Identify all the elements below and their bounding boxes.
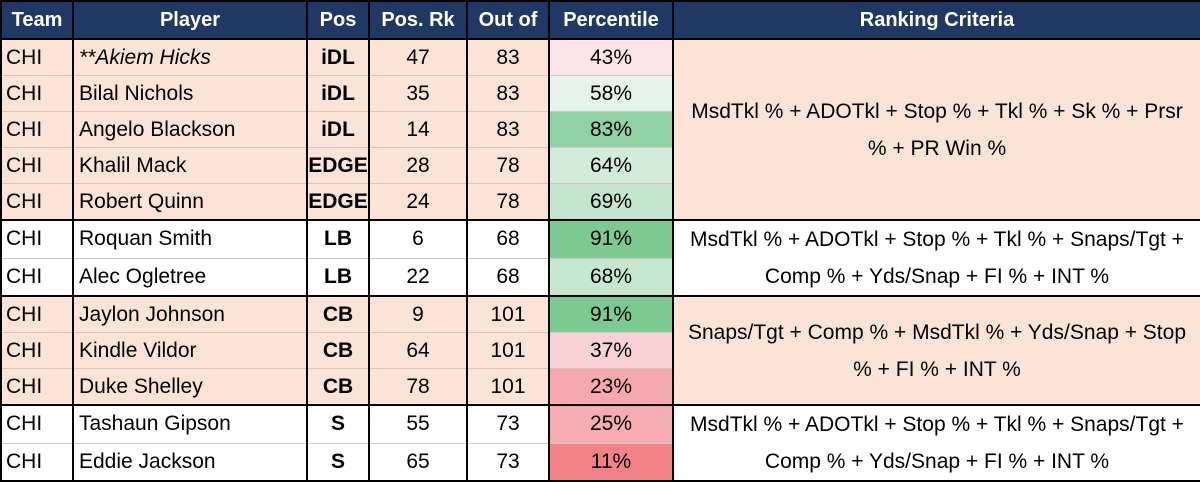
position-rank-cell: 24 bbox=[368, 183, 468, 221]
position-cell: LB bbox=[306, 257, 370, 297]
table-row: CHI Bilal Nichols iDL 35 83 58% bbox=[0, 75, 1200, 112]
position-cell: S bbox=[306, 442, 370, 482]
position-rank-cell: 14 bbox=[368, 111, 468, 148]
percentile-cell: 64% bbox=[548, 147, 674, 184]
table-row: CHI Alec Ogletree LB 22 68 68% bbox=[0, 257, 1200, 297]
table-row: CHI **Akiem Hicks iDL 47 83 43% MsdTkl % + ADO… bbox=[0, 38, 1200, 221]
team-cell: CHI bbox=[0, 38, 74, 76]
percentile-cell: 68% bbox=[548, 257, 674, 297]
team-cell: CHI bbox=[0, 75, 74, 112]
team-cell: CHI bbox=[0, 368, 74, 406]
out-of-cell: 78 bbox=[466, 147, 550, 184]
table-row: CHI Robert Quinn EDGE 24 78 69% bbox=[0, 183, 1200, 221]
table-body: CHI **Akiem Hicks iDL 47 83 43% MsdTkl % + ADO… bbox=[0, 38, 1200, 482]
ranking-criteria-cell: MsdTkl % + ADOTkl + Stop % + Tkl % + Sna… bbox=[672, 219, 1200, 297]
table-row: CHI Kindle Vildor CB 64 101 37% bbox=[0, 332, 1200, 369]
position-rank-cell: 65 bbox=[368, 442, 468, 482]
player-cell: Tashaun Gipson bbox=[72, 404, 308, 444]
team-cell: CHI bbox=[0, 147, 74, 184]
team-cell: CHI bbox=[0, 295, 74, 333]
player-cell: Eddie Jackson bbox=[72, 442, 308, 482]
percentile-cell: 91% bbox=[548, 295, 674, 333]
position-cell: iDL bbox=[306, 111, 370, 148]
team-cell: CHI bbox=[0, 404, 74, 444]
player-cell: Angelo Blackson bbox=[72, 111, 308, 148]
out-of-cell: 101 bbox=[466, 332, 550, 369]
out-of-cell: 73 bbox=[466, 442, 550, 482]
team-cell: CHI bbox=[0, 442, 74, 482]
team-cell: CHI bbox=[0, 257, 74, 297]
percentile-cell: 23% bbox=[548, 368, 674, 406]
position-cell: iDL bbox=[306, 75, 370, 112]
header-player: Player bbox=[72, 0, 308, 40]
position-cell: LB bbox=[306, 219, 370, 259]
player-cell: Jaylon Johnson bbox=[72, 295, 308, 333]
percentile-cell: 37% bbox=[548, 332, 674, 369]
table-row: CHI Jaylon Johnson CB 9 101 91% Snaps/Tgt + Co… bbox=[0, 295, 1200, 406]
player-cell: Alec Ogletree bbox=[72, 257, 308, 297]
header-ranking-criteria: Ranking Criteria bbox=[672, 0, 1200, 40]
out-of-cell: 101 bbox=[466, 295, 550, 333]
ranking-criteria-cell: MsdTkl % + ADOTkl + Stop % + Tkl % + Sna… bbox=[672, 404, 1200, 482]
position-cell: CB bbox=[306, 332, 370, 369]
percentile-cell: 58% bbox=[548, 75, 674, 112]
team-cell: CHI bbox=[0, 111, 74, 148]
position-rank-cell: 64 bbox=[368, 332, 468, 369]
header-out-of: Out of bbox=[466, 0, 550, 40]
player-cell: Kindle Vildor bbox=[72, 332, 308, 369]
out-of-cell: 101 bbox=[466, 368, 550, 406]
table-row: CHI Angelo Blackson iDL 14 83 83% bbox=[0, 111, 1200, 148]
position-cell: EDGE bbox=[306, 147, 370, 184]
player-cell: Bilal Nichols bbox=[72, 75, 308, 112]
percentile-cell: 25% bbox=[548, 404, 674, 444]
player-cell: Robert Quinn bbox=[72, 183, 308, 221]
header-pos-rank: Pos. Rk bbox=[368, 0, 468, 40]
player-cell: Khalil Mack bbox=[72, 147, 308, 184]
player-cell: Duke Shelley bbox=[72, 368, 308, 406]
position-cell: CB bbox=[306, 295, 370, 333]
out-of-cell: 83 bbox=[466, 111, 550, 148]
percentile-cell: 83% bbox=[548, 111, 674, 148]
player-cell: **Akiem Hicks bbox=[72, 38, 308, 76]
out-of-cell: 78 bbox=[466, 183, 550, 221]
ranking-criteria-cell: MsdTkl % + ADOTkl + Stop % + Tkl % + Sk … bbox=[672, 38, 1200, 221]
header-team: Team bbox=[0, 0, 74, 40]
out-of-cell: 83 bbox=[466, 75, 550, 112]
position-rank-cell: 9 bbox=[368, 295, 468, 333]
position-cell: S bbox=[306, 404, 370, 444]
position-cell: EDGE bbox=[306, 183, 370, 221]
percentile-cell: 11% bbox=[548, 442, 674, 482]
table-row: CHI Roquan Smith LB 6 68 91% MsdTkl % + ADOTkl… bbox=[0, 219, 1200, 297]
ranking-criteria-cell: Snaps/Tgt + Comp % + MsdTkl % + Yds/Snap… bbox=[672, 295, 1200, 406]
team-cell: CHI bbox=[0, 332, 74, 369]
header-percentile: Percentile bbox=[548, 0, 674, 40]
position-rank-cell: 55 bbox=[368, 404, 468, 444]
position-rank-cell: 35 bbox=[368, 75, 468, 112]
table-row: CHI Khalil Mack EDGE 28 78 64% bbox=[0, 147, 1200, 184]
out-of-cell: 73 bbox=[466, 404, 550, 444]
position-rank-cell: 28 bbox=[368, 147, 468, 184]
player-cell: Roquan Smith bbox=[72, 219, 308, 259]
header-row: Team Player Pos Pos. Rk Out of Percentil… bbox=[0, 0, 1200, 40]
percentile-cell: 43% bbox=[548, 38, 674, 76]
percentile-cell: 69% bbox=[548, 183, 674, 221]
out-of-cell: 83 bbox=[466, 38, 550, 76]
position-rank-cell: 78 bbox=[368, 368, 468, 406]
position-rank-cell: 22 bbox=[368, 257, 468, 297]
out-of-cell: 68 bbox=[466, 219, 550, 259]
table-row: CHI Duke Shelley CB 78 101 23% bbox=[0, 368, 1200, 406]
position-rank-cell: 47 bbox=[368, 38, 468, 76]
out-of-cell: 68 bbox=[466, 257, 550, 297]
team-cell: CHI bbox=[0, 219, 74, 259]
team-cell: CHI bbox=[0, 183, 74, 221]
header-pos: Pos bbox=[306, 0, 370, 40]
position-cell: CB bbox=[306, 368, 370, 406]
table-row: CHI Tashaun Gipson S 55 73 25% MsdTkl % + ADOT… bbox=[0, 404, 1200, 482]
percentile-cell: 91% bbox=[548, 219, 674, 259]
position-cell: iDL bbox=[306, 38, 370, 76]
position-rank-cell: 6 bbox=[368, 219, 468, 259]
